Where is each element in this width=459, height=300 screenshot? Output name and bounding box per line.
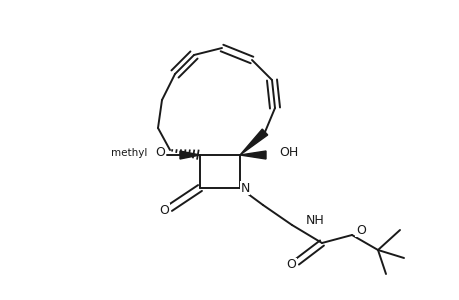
Text: NH: NH [305,214,324,226]
Text: O: O [285,259,295,272]
Text: O: O [155,146,165,160]
Text: OH: OH [279,146,297,158]
Polygon shape [240,129,267,155]
Text: methyl: methyl [110,148,147,158]
Text: N: N [240,182,249,194]
Text: O: O [355,224,365,236]
Text: O: O [159,203,168,217]
Polygon shape [240,151,265,159]
Polygon shape [179,151,200,159]
